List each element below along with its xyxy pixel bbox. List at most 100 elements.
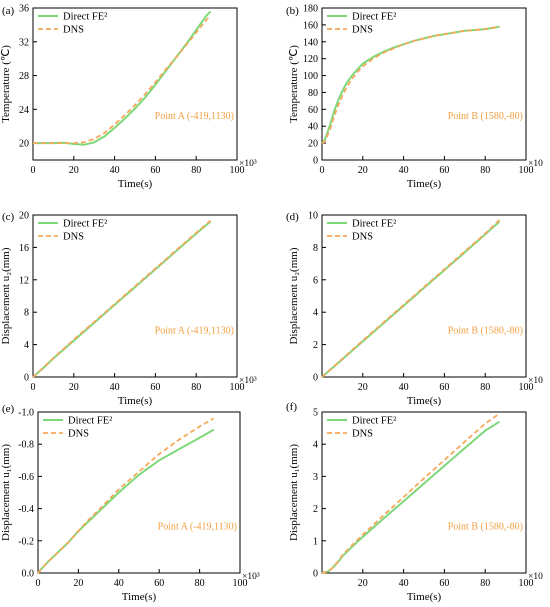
x-axis-title: Time(s) bbox=[407, 178, 442, 190]
x-tick-label: 20 bbox=[73, 578, 83, 589]
plot-frame bbox=[321, 411, 527, 574]
point-annotation: Point A (-419,1130) bbox=[158, 522, 237, 533]
x-multiplier: ×10³ bbox=[242, 572, 260, 582]
x-tick-label: 60 bbox=[439, 382, 449, 393]
y-tick-label: 40 bbox=[308, 122, 318, 133]
y-tick-label: 24 bbox=[19, 105, 29, 116]
x-tick-label: 60 bbox=[150, 165, 160, 176]
x-tick-label: 40 bbox=[399, 165, 409, 176]
point-annotation: Point A (-419,1130) bbox=[155, 111, 234, 122]
y-tick-label: 28 bbox=[19, 71, 29, 82]
series-line-direct-fe2 bbox=[37, 428, 215, 574]
x-tick-label: 80 bbox=[195, 578, 205, 589]
x-tick-label: 40 bbox=[399, 382, 409, 393]
y-tick-label: 140 bbox=[303, 37, 318, 48]
x-tick-label: 0 bbox=[31, 382, 36, 393]
y-axis-title: Temperature (℃) bbox=[0, 45, 12, 123]
y-tick-label: 120 bbox=[303, 54, 318, 65]
x-tick-label: 20 bbox=[358, 382, 368, 393]
y-tick-label: 0 bbox=[24, 373, 29, 384]
series-line-dns bbox=[321, 25, 500, 144]
x-tick-label: 60 bbox=[439, 578, 449, 589]
panel-label: (c) bbox=[2, 211, 15, 223]
legend-entry: DNS bbox=[352, 25, 373, 36]
legend-entry: Direct FE² bbox=[352, 416, 396, 427]
panel-label: (f) bbox=[286, 401, 297, 413]
series-line-dns bbox=[37, 417, 215, 574]
series-line-direct-fe2 bbox=[33, 10, 212, 146]
legend-entry: DNS bbox=[63, 232, 84, 243]
panel-c: 0 20 40 60 80 100 0 4 8 12 16 20 Direct FE² DNS Point … bbox=[0, 211, 257, 408]
y-tick-label: 6 bbox=[313, 275, 318, 286]
x-multiplier: ×10 bbox=[528, 572, 543, 582]
y-tick-label: 36 bbox=[19, 4, 29, 15]
y-tick-label: -0.2 bbox=[18, 536, 34, 547]
series-line-dns bbox=[321, 412, 501, 574]
y-tick-label: 20 bbox=[308, 139, 318, 150]
x-tick-label: 80 bbox=[191, 165, 201, 176]
point-annotation: Point B (1580,-80) bbox=[448, 325, 523, 336]
panel-b: 0 20 40 60 80 100 0 20 40 60 80 100 120 140 160 180 Dire… bbox=[286, 4, 543, 191]
y-tick-label: 10 bbox=[308, 211, 318, 222]
legend-entry: Direct FE² bbox=[352, 219, 396, 230]
legend-entry: Direct FE² bbox=[68, 416, 112, 427]
y-tick-label: 16 bbox=[19, 243, 29, 254]
panel-label: (b) bbox=[286, 5, 299, 17]
y-tick-label: 1 bbox=[313, 536, 318, 547]
x-tick-label: 60 bbox=[150, 382, 160, 393]
y-tick-label: 0.0 bbox=[22, 569, 35, 580]
y-tick-label: -0.6 bbox=[18, 472, 34, 483]
x-tick-label: 100 bbox=[230, 165, 245, 176]
legend-entry: Direct FE² bbox=[352, 12, 396, 23]
x-tick-label: 0 bbox=[320, 165, 325, 176]
x-tick-label: 60 bbox=[439, 165, 449, 176]
y-tick-label: 20 bbox=[19, 139, 29, 150]
x-tick-label: 80 bbox=[480, 382, 490, 393]
point-annotation: Point A (-419,1130) bbox=[155, 325, 234, 336]
panel-label: (a) bbox=[2, 5, 15, 17]
x-axis-title: Time(s) bbox=[407, 395, 442, 407]
x-tick-label: 100 bbox=[519, 382, 534, 393]
x-tick-label: 100 bbox=[230, 382, 245, 393]
legend-entry: DNS bbox=[352, 232, 373, 243]
panel-a: 0 20 40 60 80 100 20 24 28 32 36 Direct FE² DNS Point… bbox=[0, 4, 257, 191]
y-tick-label: 0 bbox=[313, 569, 318, 580]
x-tick-label: 20 bbox=[358, 578, 368, 589]
y-tick-label: 80 bbox=[308, 88, 318, 99]
y-tick-label: 2 bbox=[313, 340, 318, 351]
x-axis-title: Time(s) bbox=[407, 591, 442, 603]
x-tick-label: 80 bbox=[191, 382, 201, 393]
y-tick-label: 180 bbox=[303, 4, 318, 15]
series-line-dns bbox=[321, 219, 501, 378]
x-tick-label: 80 bbox=[480, 578, 490, 589]
plot-frame bbox=[321, 7, 527, 161]
y-tick-label: 3 bbox=[313, 472, 318, 483]
y-axis-title: Displacement u₂(mm) bbox=[288, 247, 300, 344]
series-line-dns bbox=[33, 14, 212, 145]
plot-frame bbox=[32, 214, 238, 378]
x-tick-label: 100 bbox=[233, 578, 248, 589]
x-multiplier: ×10³ bbox=[239, 159, 257, 169]
x-tick-label: 80 bbox=[480, 165, 490, 176]
legend-entry: DNS bbox=[68, 429, 89, 440]
plot-frame bbox=[321, 214, 527, 378]
point-annotation: Point B (1580,-80) bbox=[448, 522, 523, 533]
legend-entry: DNS bbox=[63, 25, 84, 36]
x-tick-label: 20 bbox=[69, 382, 79, 393]
plot-frame bbox=[37, 411, 241, 574]
x-axis-title: Time(s) bbox=[122, 591, 157, 603]
x-axis-title: Time(s) bbox=[118, 395, 153, 407]
y-tick-label: 12 bbox=[19, 275, 29, 286]
y-axis-title: Temperature (℃) bbox=[288, 45, 300, 123]
series-line-direct-fe2 bbox=[32, 220, 212, 378]
x-tick-label: 40 bbox=[399, 578, 409, 589]
y-tick-label: 2 bbox=[313, 504, 318, 515]
y-tick-label: 4 bbox=[313, 440, 318, 451]
y-axis-title: Displacement u₁(mm) bbox=[288, 444, 300, 541]
panel-d: 20 40 60 80 100 0 2 4 6 8 10 Direct FE² DNS Point B (… bbox=[286, 211, 543, 408]
x-tick-label: 40 bbox=[114, 578, 124, 589]
y-tick-label: -0.4 bbox=[18, 504, 34, 515]
y-tick-label: 5 bbox=[313, 408, 318, 419]
panel-label: (e) bbox=[2, 403, 15, 415]
